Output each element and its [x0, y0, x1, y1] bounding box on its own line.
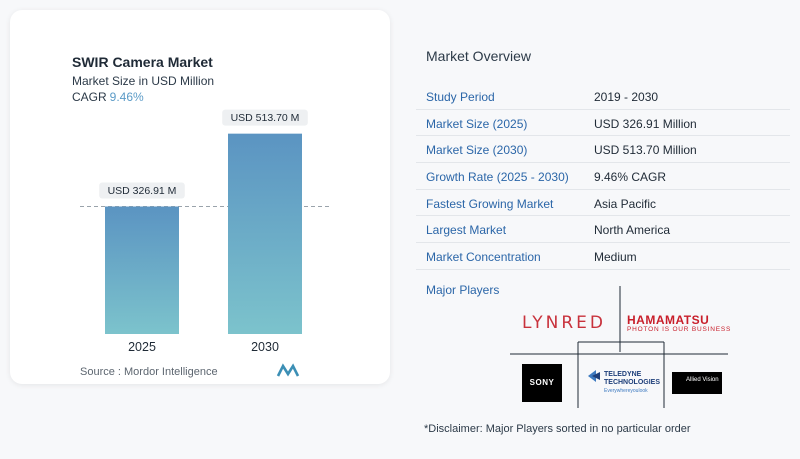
chart-title: SWIR Camera Market: [72, 54, 213, 70]
source-note: Source : Mordor Intelligence: [80, 366, 218, 378]
overview-key: Market Size (2025): [426, 116, 528, 131]
chart-card: [10, 10, 390, 384]
sony-logo-box: SONY: [522, 364, 562, 402]
overview-key: Growth Rate (2025 - 2030): [426, 170, 569, 185]
allied-vision-logo-box: Allied Vision: [672, 372, 722, 394]
overview-value: USD 326.91 Million: [594, 116, 697, 131]
hamamatsu-tagline: PHOTON IS OUR BUSINESS: [627, 326, 732, 333]
bar-chart: USD 326.91 M 2025 USD 513.70 M 2030: [80, 109, 330, 354]
chart-subtitle: Market Size in USD Million: [72, 74, 215, 88]
overview-row: Market Concentration Medium: [416, 243, 790, 270]
overview-key: Study Period: [426, 90, 495, 104]
value-label-box: [222, 109, 308, 126]
players-title: Major Players: [426, 283, 500, 297]
overview-value: Medium: [594, 250, 637, 265]
teledyne-tagline: Everywhereyoulook: [604, 388, 648, 394]
lynred-logo: LYNRED: [522, 313, 606, 333]
overview-value: USD 513.70 Million: [594, 143, 697, 158]
overview-value: Asia Pacific: [594, 196, 657, 211]
overview-title: Market Overview: [426, 48, 532, 64]
overview-table: Study Period 2019 - 2030 Market Size (2025…: [416, 83, 790, 270]
overview-key: Market Size (2030): [426, 143, 528, 158]
overview-row: Market Size (2025) USD 326.91 Million: [416, 110, 790, 137]
overview-value: 9.46% CAGR: [594, 170, 667, 185]
teledyne-line2: TECHNOLOGIES: [604, 379, 661, 386]
overview-row: Fastest Growing Market Asia Pacific: [416, 190, 790, 217]
teledyne-logo: TELEDYNE TECHNOLOGIES: [604, 371, 660, 387]
value-label: USD 326.91 M: [108, 185, 177, 197]
cagr-label: CAGR: [72, 90, 107, 104]
overview-key: Fastest Growing Market: [426, 196, 554, 211]
overview-row: Largest Market North America: [416, 216, 790, 244]
overview-key: Market Concentration: [426, 250, 541, 265]
bar-2025: [105, 206, 179, 334]
overview-value: 2019 - 2030: [594, 90, 659, 104]
allied-vision-logo: Allied Vision: [686, 377, 719, 383]
teledyne-logo-icon: [588, 370, 600, 382]
value-label: USD 513.70 M: [231, 112, 300, 124]
teledyne-line1: TELEDYNE: [604, 371, 642, 378]
category-label: 2030: [251, 340, 279, 354]
overview-row: Market Size (2030) USD 513.70 Million: [416, 136, 790, 164]
category-label: 2025: [128, 340, 156, 354]
cagr-line: CAGR 9.46%: [72, 90, 144, 104]
overview-key: Largest Market: [426, 223, 507, 238]
cagr-value: 9.46%: [109, 90, 144, 104]
sony-logo: SONY: [529, 378, 555, 387]
disclaimer: *Disclaimer: Major Players sorted in no …: [424, 423, 691, 435]
overview-row: Growth Rate (2025 - 2030) 9.46% CAGR: [416, 163, 790, 190]
hamamatsu-logo: HAMAMATSU: [627, 313, 710, 327]
overview-row: Study Period 2019 - 2030: [416, 83, 790, 110]
bar-2030: [228, 133, 302, 334]
overview-value: North America: [594, 223, 671, 238]
value-label-box: [99, 182, 185, 199]
